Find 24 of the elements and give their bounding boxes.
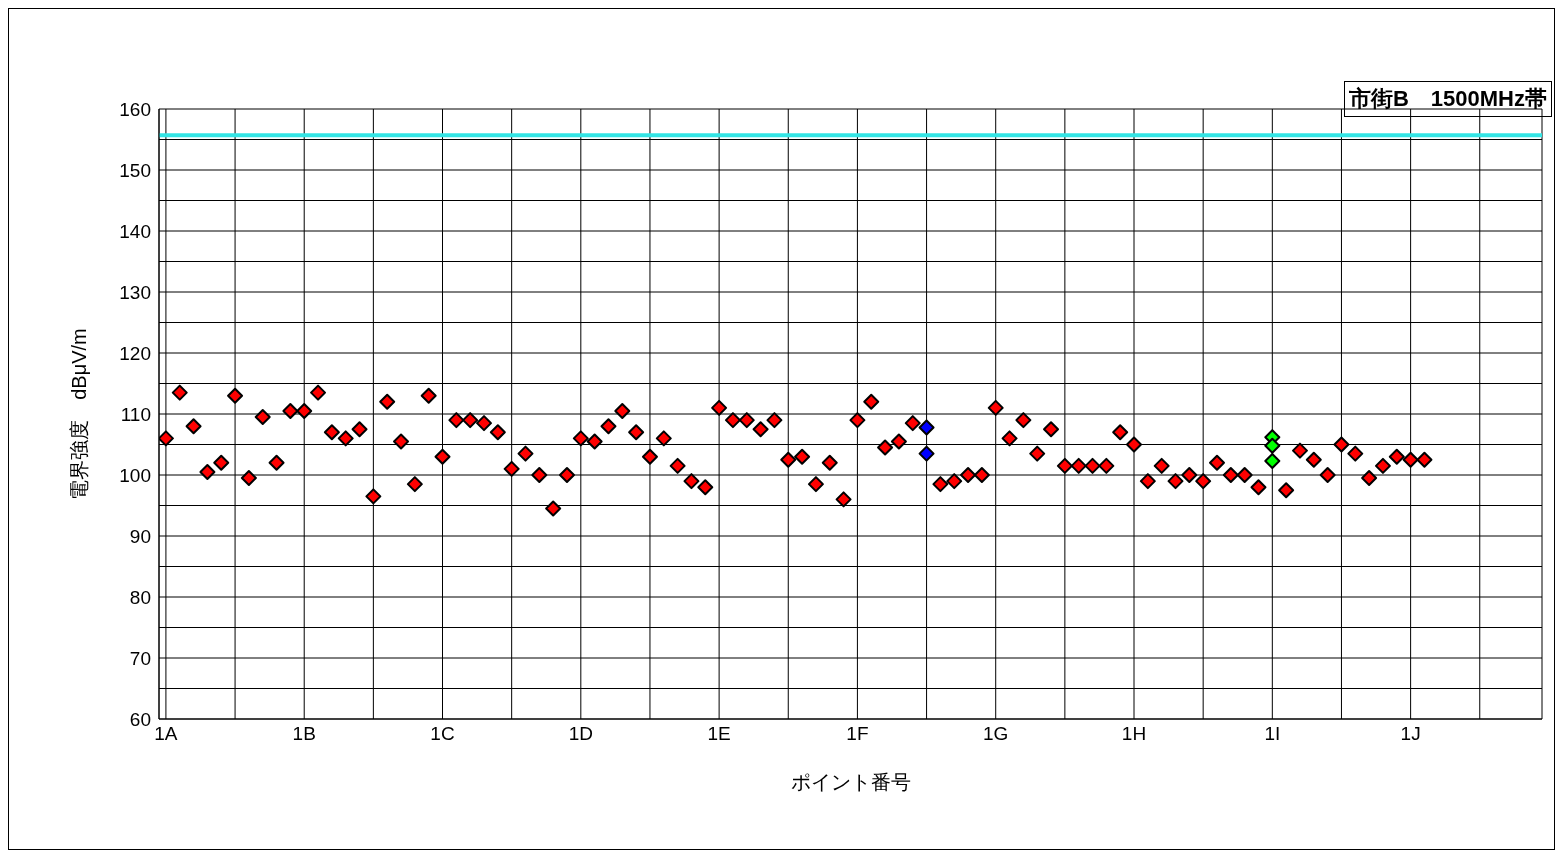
y-axis-title: 電界強度 dBμV/m (68, 328, 91, 500)
x-tick-label: 1J (1400, 723, 1421, 745)
y-tick-label: 140 (119, 220, 151, 242)
x-tick-label: 1A (154, 723, 178, 745)
y-tick-label: 90 (129, 525, 151, 547)
x-tick-label: 1E (707, 723, 731, 745)
x-tick-label: 1I (1264, 723, 1281, 745)
y-tick-label: 100 (119, 464, 151, 486)
y-tick-label: 110 (120, 403, 151, 425)
y-tick-label: 150 (119, 159, 151, 181)
x-axis-title: ポイント番号 (790, 771, 911, 793)
y-tick-label: 120 (119, 342, 151, 364)
y-tick-label: 60 (129, 708, 151, 730)
x-tick-label: 1B (292, 723, 316, 745)
x-tick-label: 1H (1121, 723, 1147, 745)
y-tick-label: 80 (129, 586, 151, 608)
y-tick-label: 160 (119, 98, 151, 120)
x-tick-label: 1D (568, 723, 593, 745)
x-tick-label: 1F (846, 723, 869, 745)
y-tick-label: 130 (119, 281, 151, 303)
x-tick-label: 1G (983, 723, 1009, 745)
x-tick-label: 1C (430, 723, 455, 745)
chart-title: 市街B 1500MHz帯 (1343, 81, 1552, 117)
y-tick-label: 70 (129, 647, 151, 669)
